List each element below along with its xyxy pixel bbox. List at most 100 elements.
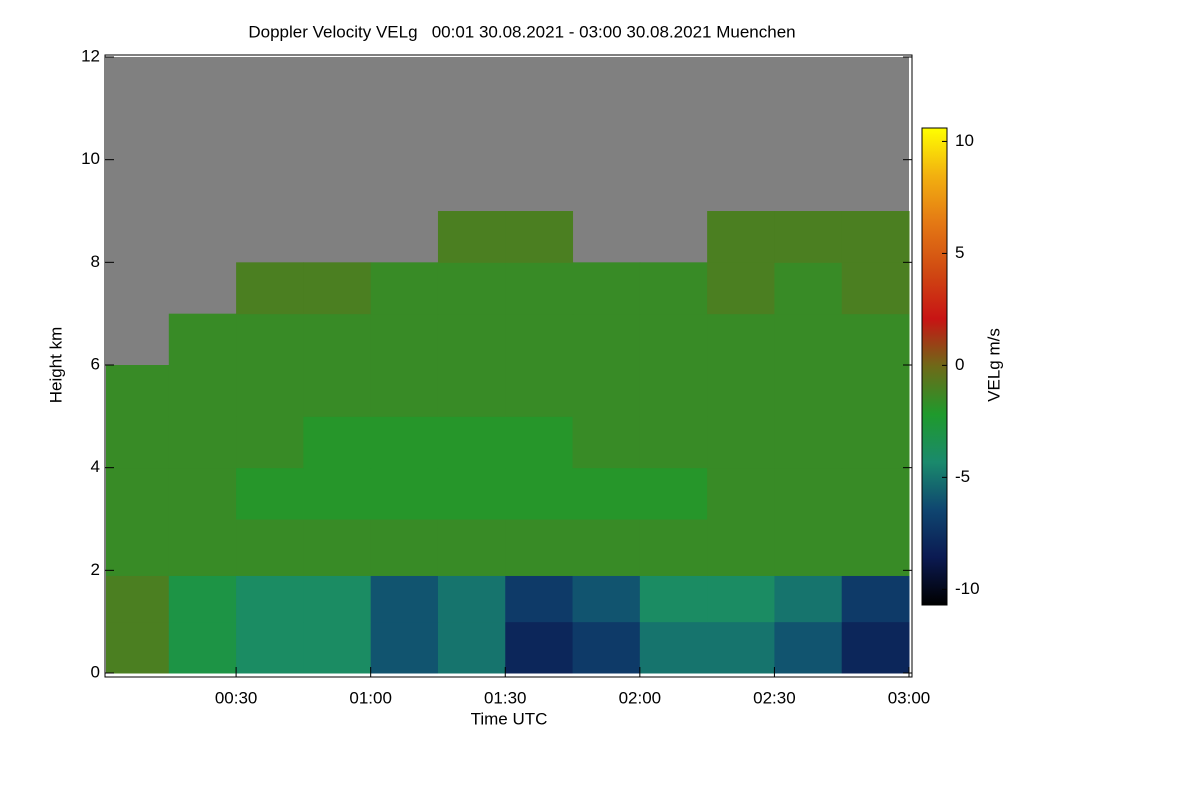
heatmap-cell xyxy=(707,262,775,315)
heatmap-cell xyxy=(707,416,775,469)
heatmap-cell xyxy=(505,262,574,315)
heatmap-cell xyxy=(437,365,506,417)
heatmap-cell xyxy=(505,575,574,623)
y-tick-label: 12 xyxy=(81,46,100,65)
y-tick-label: 4 xyxy=(91,457,100,476)
heatmap-cell xyxy=(236,365,304,417)
heatmap-cell xyxy=(841,416,910,469)
x-tick-label: 02:00 xyxy=(619,688,662,707)
heatmap-cell xyxy=(168,416,237,469)
heatmap-cell xyxy=(236,519,304,576)
heatmap-cell xyxy=(774,519,843,576)
heatmap-cell xyxy=(106,467,170,520)
heatmap-cell xyxy=(841,519,910,576)
heatmap-cell xyxy=(236,416,304,469)
x-tick-label: 03:00 xyxy=(888,688,931,707)
y-tick-label: 10 xyxy=(81,149,100,168)
heatmap-cell xyxy=(236,313,304,366)
x-tick-label: 02:30 xyxy=(753,688,796,707)
heatmap-cell xyxy=(774,621,843,674)
heatmap-cell xyxy=(106,621,170,674)
heatmap-cell xyxy=(370,313,439,366)
y-tick-label: 6 xyxy=(91,354,100,373)
x-tick-label: 01:00 xyxy=(349,688,392,707)
heatmap-cell xyxy=(639,621,708,674)
y-tick-label: 2 xyxy=(91,560,100,579)
heatmap-cell xyxy=(437,416,506,469)
heatmap-cell xyxy=(505,365,574,417)
heatmap-cell xyxy=(707,519,775,576)
y-tick-label: 8 xyxy=(91,252,100,271)
heatmap-cell xyxy=(774,467,843,520)
chart-title: Doppler Velocity VELg 00:01 30.08.2021 -… xyxy=(248,22,795,41)
heatmap-cell xyxy=(303,262,372,315)
heatmap-cell xyxy=(841,467,910,520)
heatmap-cell xyxy=(707,365,775,417)
heatmap-cell xyxy=(707,467,775,520)
heatmap-cell xyxy=(106,416,170,469)
heatmap-cell xyxy=(639,365,708,417)
heatmap-cell xyxy=(370,621,439,674)
x-tick-label: 01:30 xyxy=(484,688,527,707)
heatmap-cell xyxy=(370,262,439,315)
heatmap-cell xyxy=(370,416,439,469)
heatmap-cell xyxy=(841,313,910,366)
heatmap-cell xyxy=(707,211,775,263)
heatmap-cell xyxy=(774,365,843,417)
heatmap-cell xyxy=(572,575,641,623)
heatmap-cell xyxy=(168,575,237,623)
heatmap-cell xyxy=(505,467,574,520)
colorbar-tick-label: 5 xyxy=(955,243,964,262)
heatmap-cell xyxy=(437,575,506,623)
heatmap-cell xyxy=(774,211,843,263)
heatmap-cell xyxy=(774,575,843,623)
colorbar-tick-label: 0 xyxy=(955,355,964,374)
heatmap-cell xyxy=(639,519,708,576)
heatmap-cell xyxy=(303,416,372,469)
heatmap-cell xyxy=(303,575,372,623)
heatmap-cell xyxy=(707,621,775,674)
heatmap-cell xyxy=(437,211,506,263)
heatmap-cell xyxy=(303,519,372,576)
heatmap-cell xyxy=(841,575,910,623)
heatmap-cell xyxy=(774,416,843,469)
heatmap-cell xyxy=(505,211,574,263)
heatmap-cell xyxy=(303,621,372,674)
heatmap-cell xyxy=(505,621,574,674)
colorbar-label: VELg m/s xyxy=(984,328,1003,402)
heatmap-cell xyxy=(841,211,910,263)
colorbar xyxy=(921,127,948,606)
colorbar-tick-label: -5 xyxy=(955,467,970,486)
heatmap-cell xyxy=(437,519,506,576)
heatmap-cell xyxy=(572,621,641,674)
heatmap-cell xyxy=(572,262,641,315)
heatmap-cell xyxy=(774,262,843,315)
heatmap-cell xyxy=(707,313,775,366)
heatmap-cell xyxy=(236,467,304,520)
heatmap-cell xyxy=(841,621,910,674)
heatmap-cell xyxy=(707,575,775,623)
heatmap-cell xyxy=(841,262,910,315)
heatmap-cell xyxy=(639,416,708,469)
y-tick-label: 0 xyxy=(91,662,100,681)
heatmap-cell xyxy=(236,621,304,674)
heatmap-cell xyxy=(437,621,506,674)
heatmap-cell xyxy=(437,467,506,520)
heatmap-cell xyxy=(841,365,910,417)
plot-frame xyxy=(104,54,913,678)
heatmap-cell xyxy=(437,262,506,315)
heatmap-cell xyxy=(168,467,237,520)
heatmap-cell xyxy=(303,313,372,366)
heatmap-cell xyxy=(572,313,641,366)
heatmap-cell xyxy=(370,365,439,417)
heatmap-cell xyxy=(774,313,843,366)
heatmap-cell xyxy=(639,467,708,520)
heatmap-cell xyxy=(505,519,574,576)
heatmap-cell xyxy=(370,467,439,520)
heatmap-cell xyxy=(639,313,708,366)
heatmap-cell xyxy=(168,313,237,366)
heatmap-cell xyxy=(505,313,574,366)
heatmap-cell xyxy=(639,262,708,315)
heatmap-cell xyxy=(168,621,237,674)
